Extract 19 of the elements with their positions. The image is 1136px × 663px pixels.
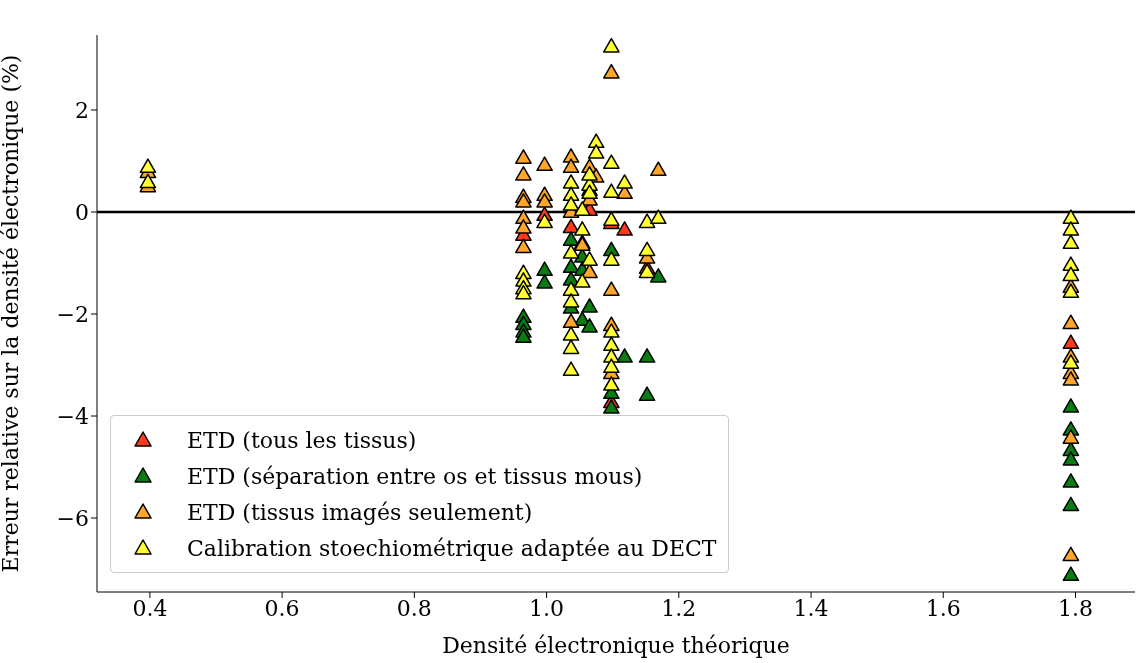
x-tick-label: 0.4 bbox=[132, 595, 168, 621]
x-tick-label: 1.4 bbox=[793, 595, 829, 621]
x-tick-label: 1.8 bbox=[1058, 595, 1093, 621]
y-tick-label: 0 bbox=[75, 199, 89, 225]
x-tick-label: 0.6 bbox=[264, 595, 300, 621]
legend-label: ETD (tous les tissus) bbox=[187, 427, 417, 453]
y-tick-label: −2 bbox=[56, 301, 89, 327]
x-axis-title: Densité électronique théorique bbox=[442, 633, 790, 658]
x-tick-label: 1.6 bbox=[925, 595, 961, 621]
y-tick-label: 2 bbox=[75, 97, 89, 123]
x-tick-label: 0.8 bbox=[396, 595, 432, 621]
legend-label: Calibration stoechiométrique adaptée au DECT bbox=[187, 535, 717, 561]
legend-label: ETD (séparation entre os et tissus mous) bbox=[187, 463, 643, 489]
y-axis-title: Erreur relative sur la densité électronique (%) bbox=[0, 54, 23, 573]
legend-label: ETD (tissus imagés seulement) bbox=[187, 499, 533, 525]
x-tick-label: 1.2 bbox=[661, 595, 697, 621]
y-tick-label: −6 bbox=[56, 505, 89, 531]
y-tick-label: −4 bbox=[56, 403, 89, 429]
x-tick-label: 1.0 bbox=[529, 595, 565, 621]
